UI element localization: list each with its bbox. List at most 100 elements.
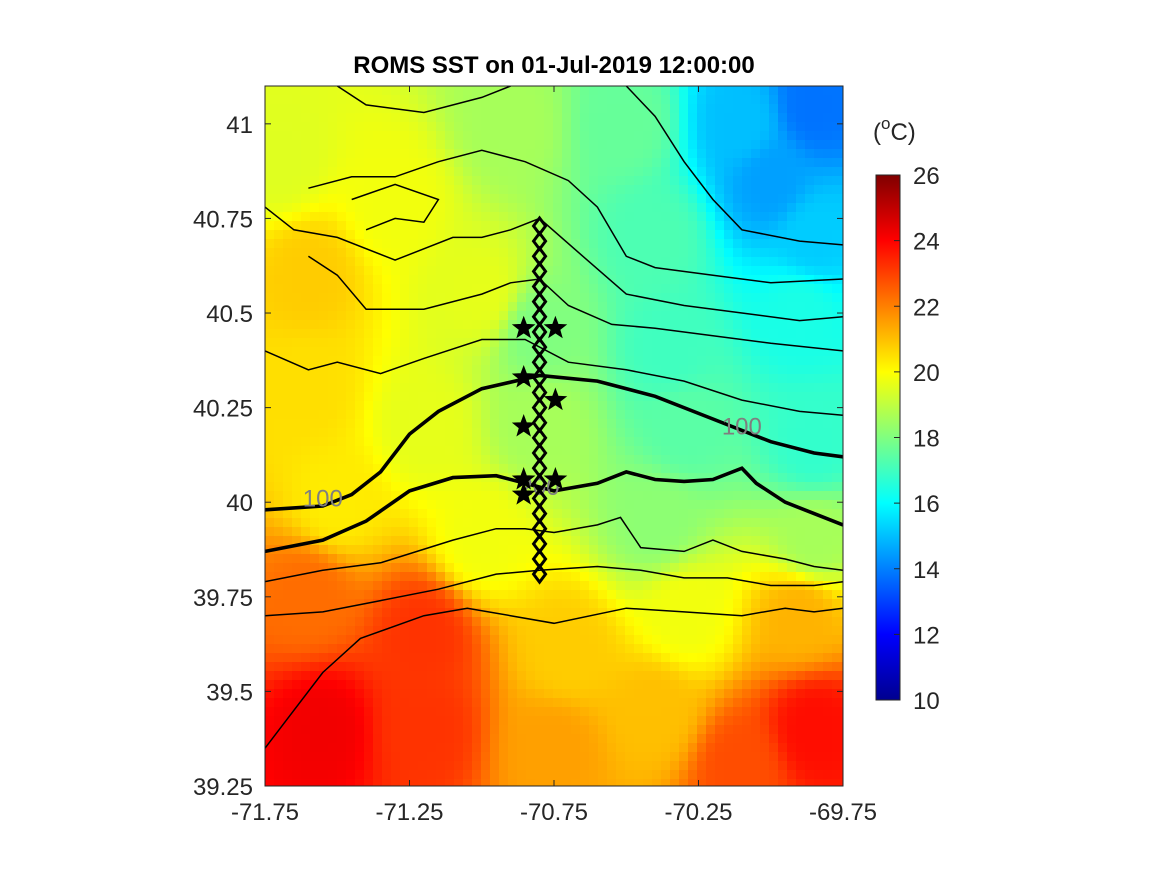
heatmap-cell — [310, 338, 320, 348]
heatmap-cell — [301, 86, 311, 96]
heatmap-cell — [778, 185, 788, 195]
heatmap-cell — [769, 275, 779, 285]
heatmap-cell — [652, 257, 662, 267]
heatmap-cell — [418, 770, 428, 780]
heatmap-cell — [616, 140, 626, 150]
heatmap-cell — [814, 221, 824, 231]
heatmap-cell — [796, 518, 806, 528]
heatmap-cell — [751, 581, 761, 591]
heatmap-cell — [805, 167, 815, 177]
heatmap-cell — [427, 446, 437, 456]
heatmap-cell — [607, 572, 617, 582]
heatmap-cell — [823, 95, 833, 105]
heatmap-cell — [400, 770, 410, 780]
heatmap-cell — [328, 635, 338, 645]
heatmap-cell — [634, 671, 644, 681]
heatmap-cell — [508, 428, 518, 438]
heatmap-cell — [301, 491, 311, 501]
heatmap-cell — [562, 608, 572, 618]
heatmap-cell — [391, 284, 401, 294]
heatmap-cell — [553, 509, 563, 519]
heatmap-cell — [841, 617, 843, 627]
heatmap-cell — [373, 113, 383, 123]
heatmap-cell — [490, 446, 500, 456]
heatmap-cell — [643, 563, 653, 573]
heatmap-cell — [832, 590, 842, 600]
heatmap-cell — [472, 239, 482, 249]
heatmap-cell — [445, 230, 455, 240]
heatmap-cell — [571, 698, 581, 708]
heatmap-cell — [832, 329, 842, 339]
heatmap-cell — [760, 527, 770, 537]
heatmap-cell — [463, 203, 473, 213]
heatmap-cell — [751, 338, 761, 348]
heatmap-cell — [508, 599, 518, 609]
heatmap-cell — [634, 131, 644, 141]
heatmap-cell — [526, 257, 536, 267]
heatmap-cell — [400, 698, 410, 708]
heatmap-cell — [697, 725, 707, 735]
heatmap-cell — [652, 698, 662, 708]
heatmap-cell — [589, 473, 599, 483]
heatmap-cell — [382, 167, 392, 177]
heatmap-cell — [724, 572, 734, 582]
heatmap-cell — [796, 230, 806, 240]
heatmap-cell — [400, 86, 410, 96]
heatmap-cell — [463, 122, 473, 132]
heatmap-cell — [634, 707, 644, 717]
heatmap-cell — [265, 500, 275, 510]
heatmap-cell — [679, 86, 689, 96]
heatmap-cell — [274, 716, 284, 726]
heatmap-cell — [319, 554, 329, 564]
heatmap-cell — [283, 410, 293, 420]
heatmap-cell — [292, 338, 302, 348]
heatmap-cell — [724, 707, 734, 717]
heatmap-cell — [472, 113, 482, 123]
heatmap-cell — [571, 95, 581, 105]
heatmap-cell — [742, 680, 752, 690]
heatmap-cell — [571, 311, 581, 321]
heatmap-cell — [643, 203, 653, 213]
heatmap-cell — [715, 698, 725, 708]
heatmap-cell — [418, 446, 428, 456]
heatmap-cell — [625, 491, 635, 501]
heatmap-cell — [697, 743, 707, 753]
heatmap-cell — [760, 455, 770, 465]
heatmap-cell — [823, 455, 833, 465]
heatmap-cell — [625, 428, 635, 438]
heatmap-cell — [283, 617, 293, 627]
heatmap-cell — [382, 104, 392, 114]
heatmap-cell — [499, 671, 509, 681]
heatmap-cell — [814, 608, 824, 618]
heatmap-cell — [436, 86, 446, 96]
heatmap-cell — [625, 167, 635, 177]
heatmap-cell — [508, 581, 518, 591]
heatmap-cell — [409, 95, 419, 105]
heatmap-cell — [310, 248, 320, 258]
heatmap-cell — [652, 680, 662, 690]
heatmap-cell — [364, 158, 374, 168]
heatmap-cell — [490, 455, 500, 465]
heatmap-cell — [616, 464, 626, 474]
heatmap-cell — [283, 653, 293, 663]
heatmap-cell — [472, 149, 482, 159]
heatmap-cell — [652, 275, 662, 285]
heatmap-cell — [715, 86, 725, 96]
heatmap-cell — [733, 257, 743, 267]
heatmap-cell — [733, 419, 743, 429]
heatmap-cell — [832, 392, 842, 402]
heatmap-cell — [742, 635, 752, 645]
heatmap-cell — [769, 293, 779, 303]
heatmap-cell — [616, 590, 626, 600]
heatmap-cell — [409, 311, 419, 321]
heatmap-cell — [445, 194, 455, 204]
heatmap-cell — [598, 365, 608, 375]
heatmap-cell — [499, 104, 509, 114]
heatmap-cell — [724, 374, 734, 384]
heatmap-cell — [724, 698, 734, 708]
heatmap-cell — [481, 347, 491, 357]
heatmap-cell — [436, 437, 446, 447]
heatmap-cell — [787, 473, 797, 483]
heatmap-cell — [310, 86, 320, 96]
heatmap-cell — [526, 698, 536, 708]
